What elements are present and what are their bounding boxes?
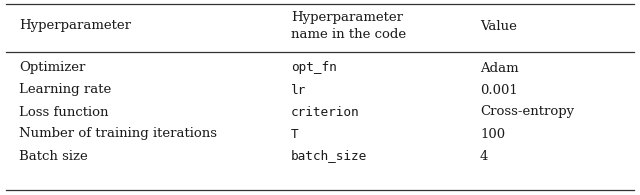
Text: opt_fn: opt_fn <box>291 61 337 74</box>
Text: 0.001: 0.001 <box>480 83 518 97</box>
Text: Number of training iterations: Number of training iterations <box>19 128 217 141</box>
Text: T: T <box>291 128 299 141</box>
Text: Value: Value <box>480 20 517 33</box>
Text: 100: 100 <box>480 128 505 141</box>
Text: Hyperparameter
name in the code: Hyperparameter name in the code <box>291 12 406 41</box>
Text: Adam: Adam <box>480 61 518 74</box>
Text: Optimizer: Optimizer <box>19 61 86 74</box>
Text: Hyperparameter: Hyperparameter <box>19 20 131 33</box>
Text: 4: 4 <box>480 150 488 162</box>
Text: lr: lr <box>291 83 307 97</box>
Text: batch_size: batch_size <box>291 150 367 162</box>
Text: Batch size: Batch size <box>19 150 88 162</box>
Text: criterion: criterion <box>291 105 360 119</box>
Text: Learning rate: Learning rate <box>19 83 111 97</box>
Text: Cross-entropy: Cross-entropy <box>480 105 574 119</box>
Text: Loss function: Loss function <box>19 105 109 119</box>
